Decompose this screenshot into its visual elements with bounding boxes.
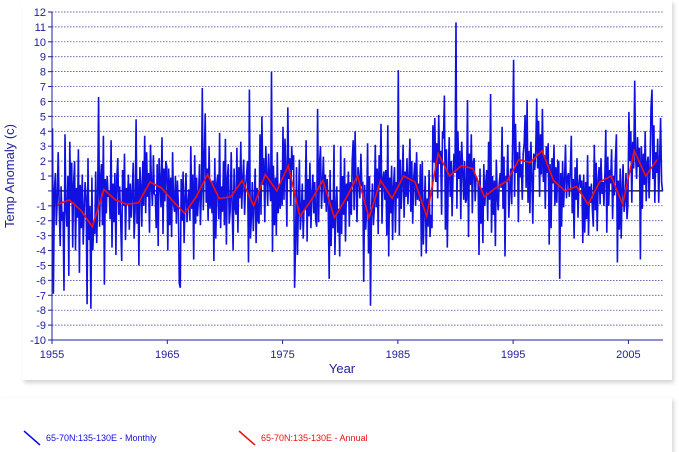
y-tick-label: -4 xyxy=(36,246,46,258)
x-tick-label: 1975 xyxy=(270,349,294,361)
y-axis-ticks: 12 11 10 9 8 7 6 5 4 3 2 1 -1 -2 -3 -4 -5 -6 -7 -8 -9 -10 xyxy=(30,7,52,347)
y-tick-label: -2 xyxy=(36,216,46,228)
legend-swatch-monthly xyxy=(23,430,41,446)
y-tick-label: 7 xyxy=(40,82,46,94)
legend-label-annual: 65-70N:135-130E - Annual xyxy=(261,433,368,443)
series-monthly-line xyxy=(51,22,664,309)
y-tick-label: -1 xyxy=(36,201,46,213)
y-tick-label: 10 xyxy=(34,37,46,49)
legend-panel xyxy=(0,398,672,452)
y-tick-label: 4 xyxy=(40,126,46,138)
y-tick-label: -9 xyxy=(36,320,46,332)
y-tick-label: -8 xyxy=(36,305,46,317)
legend-item-monthly: 65-70N:135-130E - Monthly xyxy=(22,430,157,446)
x-axis-ticks: 1955 1965 1975 1985 1995 2005 xyxy=(40,340,641,361)
x-tick-label: 1985 xyxy=(386,349,410,361)
y-tick-label: -3 xyxy=(36,231,46,243)
y-tick-label: -10 xyxy=(30,335,46,347)
legend-label-monthly: 65-70N:135-130E - Monthly xyxy=(46,433,157,443)
x-tick-label: 1965 xyxy=(155,349,179,361)
y-tick-label: 8 xyxy=(40,67,46,79)
y-tick-label: 5 xyxy=(40,111,46,123)
legend-item-annual: 65-70N:135-130E - Annual xyxy=(237,430,368,446)
y-tick-label: 2 xyxy=(40,156,46,168)
legend-swatch-annual xyxy=(238,430,256,446)
y-tick-label: -5 xyxy=(36,260,46,272)
x-axis-label: Year xyxy=(329,361,356,376)
y-tick-label: 12 xyxy=(34,7,46,19)
y-axis-label: Temp Anomaly (c) xyxy=(2,124,17,228)
x-tick-label: 1955 xyxy=(40,349,64,361)
y-tick-label: 3 xyxy=(40,141,46,153)
x-tick-label: 2005 xyxy=(616,349,640,361)
y-tick-label: 9 xyxy=(40,52,46,64)
y-tick-label: 11 xyxy=(35,22,46,34)
y-tick-label: 6 xyxy=(40,96,46,108)
series-annual-line xyxy=(57,148,658,229)
y-tick-label: -7 xyxy=(36,290,46,302)
x-tick-label: 1995 xyxy=(501,349,525,361)
y-tick-label: -6 xyxy=(36,275,46,287)
y-tick-label: 1 xyxy=(40,171,46,183)
